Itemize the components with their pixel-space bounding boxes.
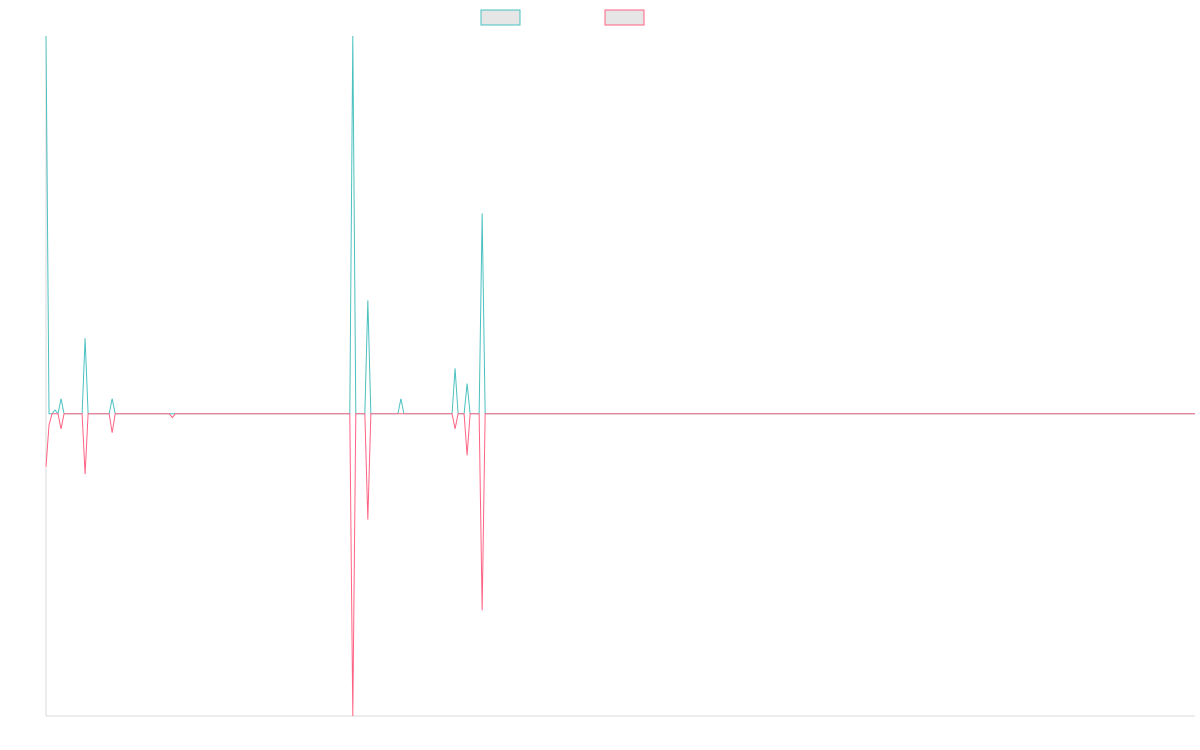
legend-swatch-1[interactable]	[480, 9, 521, 26]
axes	[45, 36, 1195, 717]
series-layer	[45, 35, 1195, 717]
series-line-2	[45, 413, 1195, 717]
legend-swatch-2[interactable]	[604, 9, 645, 26]
legend[interactable]	[480, 9, 645, 26]
series-line-1	[45, 35, 1195, 415]
